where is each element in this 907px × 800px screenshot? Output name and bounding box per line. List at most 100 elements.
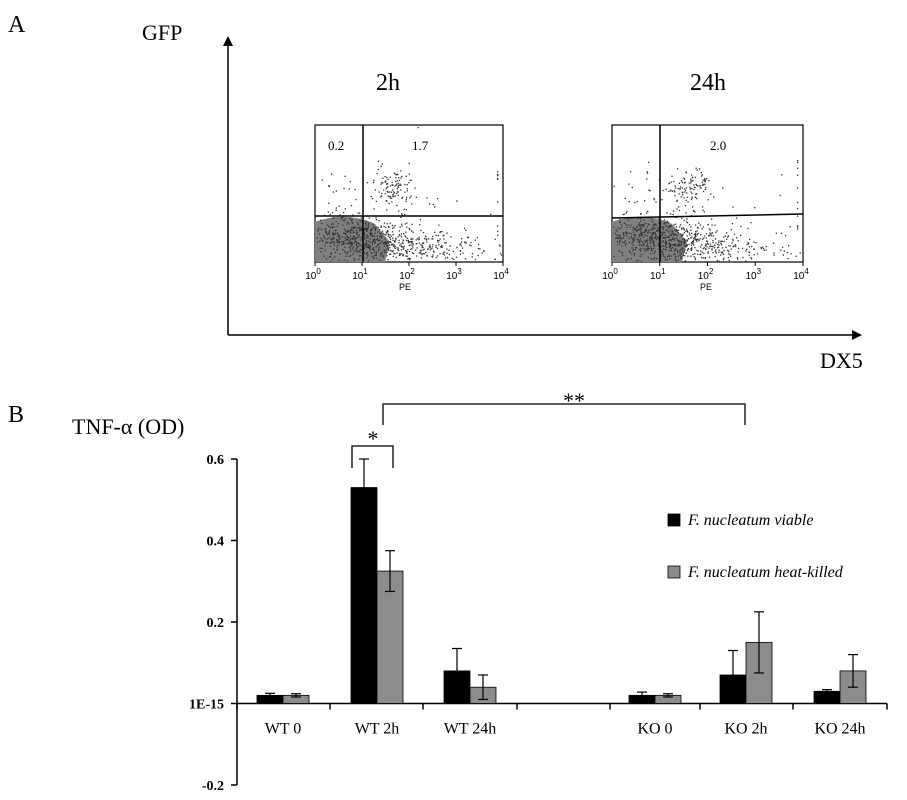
event-dot [339,241,341,243]
event-dot [334,251,337,254]
event-dot [712,239,714,242]
event-dot [343,187,345,190]
event-dot [392,195,394,197]
event-dot [670,225,672,227]
event-dot [680,235,682,237]
event-dot [364,243,366,245]
event-dot [790,253,792,255]
event-dot [394,173,396,175]
event-dot [330,241,332,243]
event-dot [677,259,679,261]
event-dot [425,239,427,241]
event-dot [379,234,382,236]
event-dot [730,229,732,231]
event-dot [705,237,707,239]
event-dot [426,241,428,243]
event-dot [646,178,648,180]
event-dot [686,231,689,233]
event-dot [360,217,363,219]
y-tick-label: 0.2 [207,616,225,631]
event-dot [344,251,346,253]
event-dot [349,250,351,253]
event-dot [685,246,687,248]
legend-label: F. nucleatum heat-killed [687,564,844,581]
event-dot [662,245,664,247]
event-dot [395,237,397,239]
event-dot [389,253,391,255]
event-dot [382,182,384,184]
event-dot [765,245,767,248]
event-dot [785,235,787,237]
event-dot [657,237,659,239]
event-dot [671,244,673,246]
event-dot [699,224,702,226]
event-dot [648,223,650,225]
event-dot [679,244,681,247]
flow-plot-title: 2h [376,70,400,96]
event-dot [681,227,683,229]
event-dot [665,243,667,246]
event-dot [674,257,676,259]
event-dot [799,252,801,254]
event-dot [625,224,627,226]
event-dot [753,248,755,250]
event-dot [397,236,399,238]
event-dot [675,237,677,239]
event-dot [699,186,701,188]
event-dot [331,240,334,243]
event-dot [442,252,445,254]
event-dot [327,234,329,236]
event-dot [372,223,374,225]
event-dot [354,227,356,229]
event-dot [676,234,678,237]
event-dot [382,256,384,258]
event-dot [339,253,341,255]
event-dot [640,238,642,240]
event-dot [640,248,642,250]
event-dot [710,193,712,195]
event-dot [678,193,680,195]
event-dot [419,219,422,221]
event-dot [352,231,354,234]
event-dot [642,224,644,226]
event-dot [649,242,652,244]
event-dot [342,224,344,226]
event-dot [432,235,434,238]
event-dot [352,248,354,250]
event-dot [675,260,678,262]
event-dot [373,208,375,210]
event-dot [351,222,353,224]
event-dot [711,246,713,248]
event-dot [456,200,458,202]
event-dot [320,251,322,253]
event-dot [330,252,332,254]
event-dot [378,248,380,250]
event-dot [405,239,408,241]
event-dot [400,216,402,218]
event-dot [646,171,648,173]
event-dot [672,237,674,239]
event-dot [380,195,383,197]
event-dot [325,241,328,243]
event-dot [474,258,477,261]
event-dot [409,197,411,199]
event-dot [681,180,683,182]
event-dot [406,226,408,228]
event-dot [716,230,718,232]
event-dot [404,223,406,225]
event-dot [358,245,360,247]
event-dot [386,248,388,250]
event-dot [377,231,379,233]
event-dot [618,241,621,243]
event-dot [665,188,667,190]
event-dot [365,228,367,230]
event-dot [438,244,440,246]
event-dot [674,229,676,231]
event-dot [392,193,394,195]
event-dot [477,254,479,257]
event-dot [780,232,783,234]
event-dot [372,240,374,243]
event-dot [692,209,694,212]
event-dot [692,240,695,242]
event-dot [664,248,666,250]
